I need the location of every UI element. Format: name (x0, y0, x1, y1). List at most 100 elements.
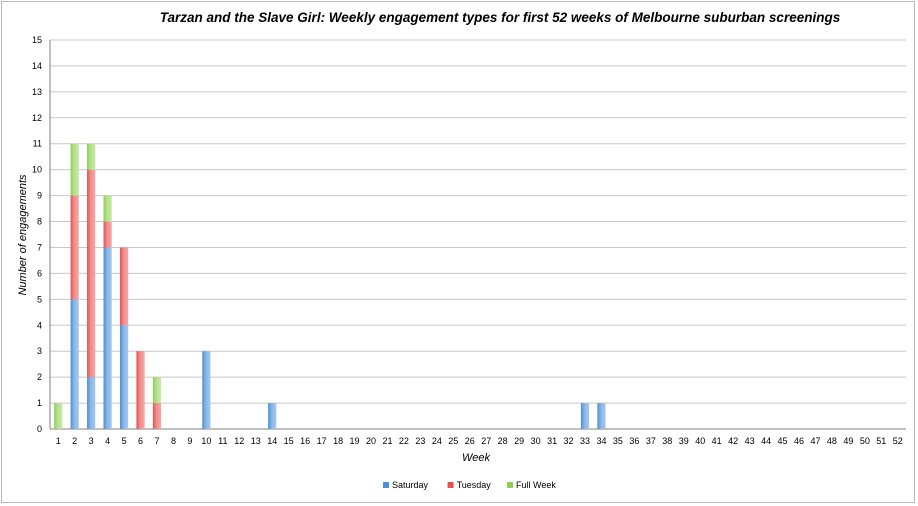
y-tick-label: 15 (32, 35, 42, 45)
x-tick-label: 29 (514, 436, 524, 446)
x-tick-label: 49 (843, 436, 853, 446)
x-tick-label: 37 (646, 436, 656, 446)
bar-tuesday-week-7 (152, 403, 162, 429)
x-tick-label: 7 (154, 436, 159, 446)
bar-full-week-week-3 (87, 143, 96, 170)
x-tick-label: 44 (761, 436, 771, 446)
bar-saturday-week-34 (597, 403, 606, 429)
x-tick-label: 50 (860, 436, 870, 446)
x-tick-label: 11 (218, 436, 227, 446)
bar-saturday-week-5 (119, 325, 129, 429)
y-tick-label: 1 (37, 398, 42, 408)
bars (54, 143, 606, 429)
x-tick-label: 25 (448, 436, 458, 446)
x-tick-label: 18 (333, 436, 343, 446)
x-tick-label: 43 (745, 436, 755, 446)
x-tick-label: 46 (794, 436, 804, 446)
bar-saturday-week-3 (87, 377, 96, 429)
bar-full-week-week-7 (152, 377, 162, 404)
y-tick-label: 9 (37, 191, 42, 201)
legend-label: Tuesday (457, 480, 492, 490)
bar-full-week-week-4 (103, 195, 112, 222)
y-tick-label: 12 (32, 113, 42, 123)
legend-swatch-saturday (383, 482, 389, 488)
x-tick-label: 47 (810, 436, 820, 446)
bar-tuesday-week-3 (87, 169, 96, 378)
x-tick-label: 34 (596, 436, 606, 446)
x-tick-label: 17 (317, 436, 327, 446)
y-tick-label: 11 (33, 139, 42, 149)
x-tick-label: 35 (613, 436, 623, 446)
x-axis-ticks: 1 2 3 4 5 6 7 8 9 10 11 12 13 14 15 16 17 18 19 20 21 22 23 24 2… (56, 436, 903, 446)
bar-saturday-week-2 (70, 299, 79, 429)
bar-saturday-week-10 (202, 351, 211, 429)
x-tick-label: 36 (629, 436, 639, 446)
y-tick-label: 5 (37, 294, 42, 304)
x-tick-label: 24 (432, 436, 442, 446)
y-tick-label: 8 (37, 217, 42, 227)
chart-title: Tarzan and the Slave Girl: Weekly engage… (160, 10, 841, 25)
x-tick-label: 14 (267, 436, 277, 446)
x-tick-label: 5 (122, 436, 127, 446)
x-tick-label: 33 (580, 436, 590, 446)
legend-swatch-full-week (507, 482, 513, 488)
x-tick-label: 38 (662, 436, 672, 446)
x-tick-label: 26 (465, 436, 475, 446)
x-tick-label: 20 (366, 436, 376, 446)
x-tick-label: 8 (171, 436, 176, 446)
x-tick-label: 19 (350, 436, 360, 446)
bar-saturday-week-33 (580, 403, 590, 429)
x-tick-label: 41 (712, 436, 722, 446)
y-tick-label: 4 (37, 320, 42, 330)
legend-label: Full Week (516, 480, 556, 490)
legend-swatch-tuesday (447, 482, 454, 488)
y-tick-label: 2 (37, 372, 42, 382)
x-axis-title: Week (462, 452, 490, 464)
x-tick-label: 16 (300, 436, 310, 446)
y-tick-label: 10 (32, 165, 42, 175)
x-tick-label: 32 (564, 436, 574, 446)
bar-full-week-week-1 (54, 403, 63, 429)
y-tick-label: 0 (37, 424, 42, 434)
bar-saturday-week-4 (103, 247, 112, 429)
y-tick-label: 7 (37, 242, 42, 252)
legend: Saturday Tuesday Full Week (383, 480, 556, 490)
grid-lines (49, 39, 906, 430)
y-tick-label: 14 (32, 61, 42, 71)
x-tick-label: 30 (531, 436, 541, 446)
y-tick-label: 13 (32, 87, 42, 97)
x-tick-label: 31 (547, 436, 557, 446)
x-tick-label: 13 (251, 436, 261, 446)
legend-label: Saturday (392, 480, 429, 490)
x-tick-label: 2 (72, 436, 77, 446)
bar-full-week-week-2 (70, 143, 79, 196)
bar-tuesday-week-5 (119, 247, 129, 326)
x-tick-label: 51 (876, 436, 886, 446)
x-tick-label: 23 (415, 436, 425, 446)
x-tick-label: 15 (284, 436, 294, 446)
y-tick-label: 6 (37, 268, 42, 278)
x-tick-label: 22 (399, 436, 409, 446)
x-tick-label: 39 (679, 436, 689, 446)
x-tick-label: 42 (728, 436, 738, 446)
x-tick-label: 40 (695, 436, 705, 446)
bar-tuesday-week-2 (70, 195, 79, 300)
x-tick-label: 27 (481, 436, 491, 446)
bar-saturday-week-14 (268, 403, 277, 429)
x-tick-label: 10 (201, 436, 211, 446)
x-tick-label: 21 (382, 436, 392, 446)
y-tick-label: 3 (37, 346, 42, 356)
x-tick-label: 4 (105, 436, 110, 446)
bar-tuesday-week-6 (136, 351, 145, 429)
x-tick-label: 28 (498, 436, 508, 446)
x-tick-label: 3 (89, 436, 94, 446)
bar-tuesday-week-4 (103, 221, 112, 248)
x-tick-label: 1 (56, 436, 61, 446)
x-tick-label: 6 (138, 436, 143, 446)
x-tick-label: 45 (778, 436, 788, 446)
y-axis-title: Number of engagements (17, 174, 29, 296)
x-tick-label: 9 (187, 436, 192, 446)
x-tick-label: 12 (234, 436, 244, 446)
